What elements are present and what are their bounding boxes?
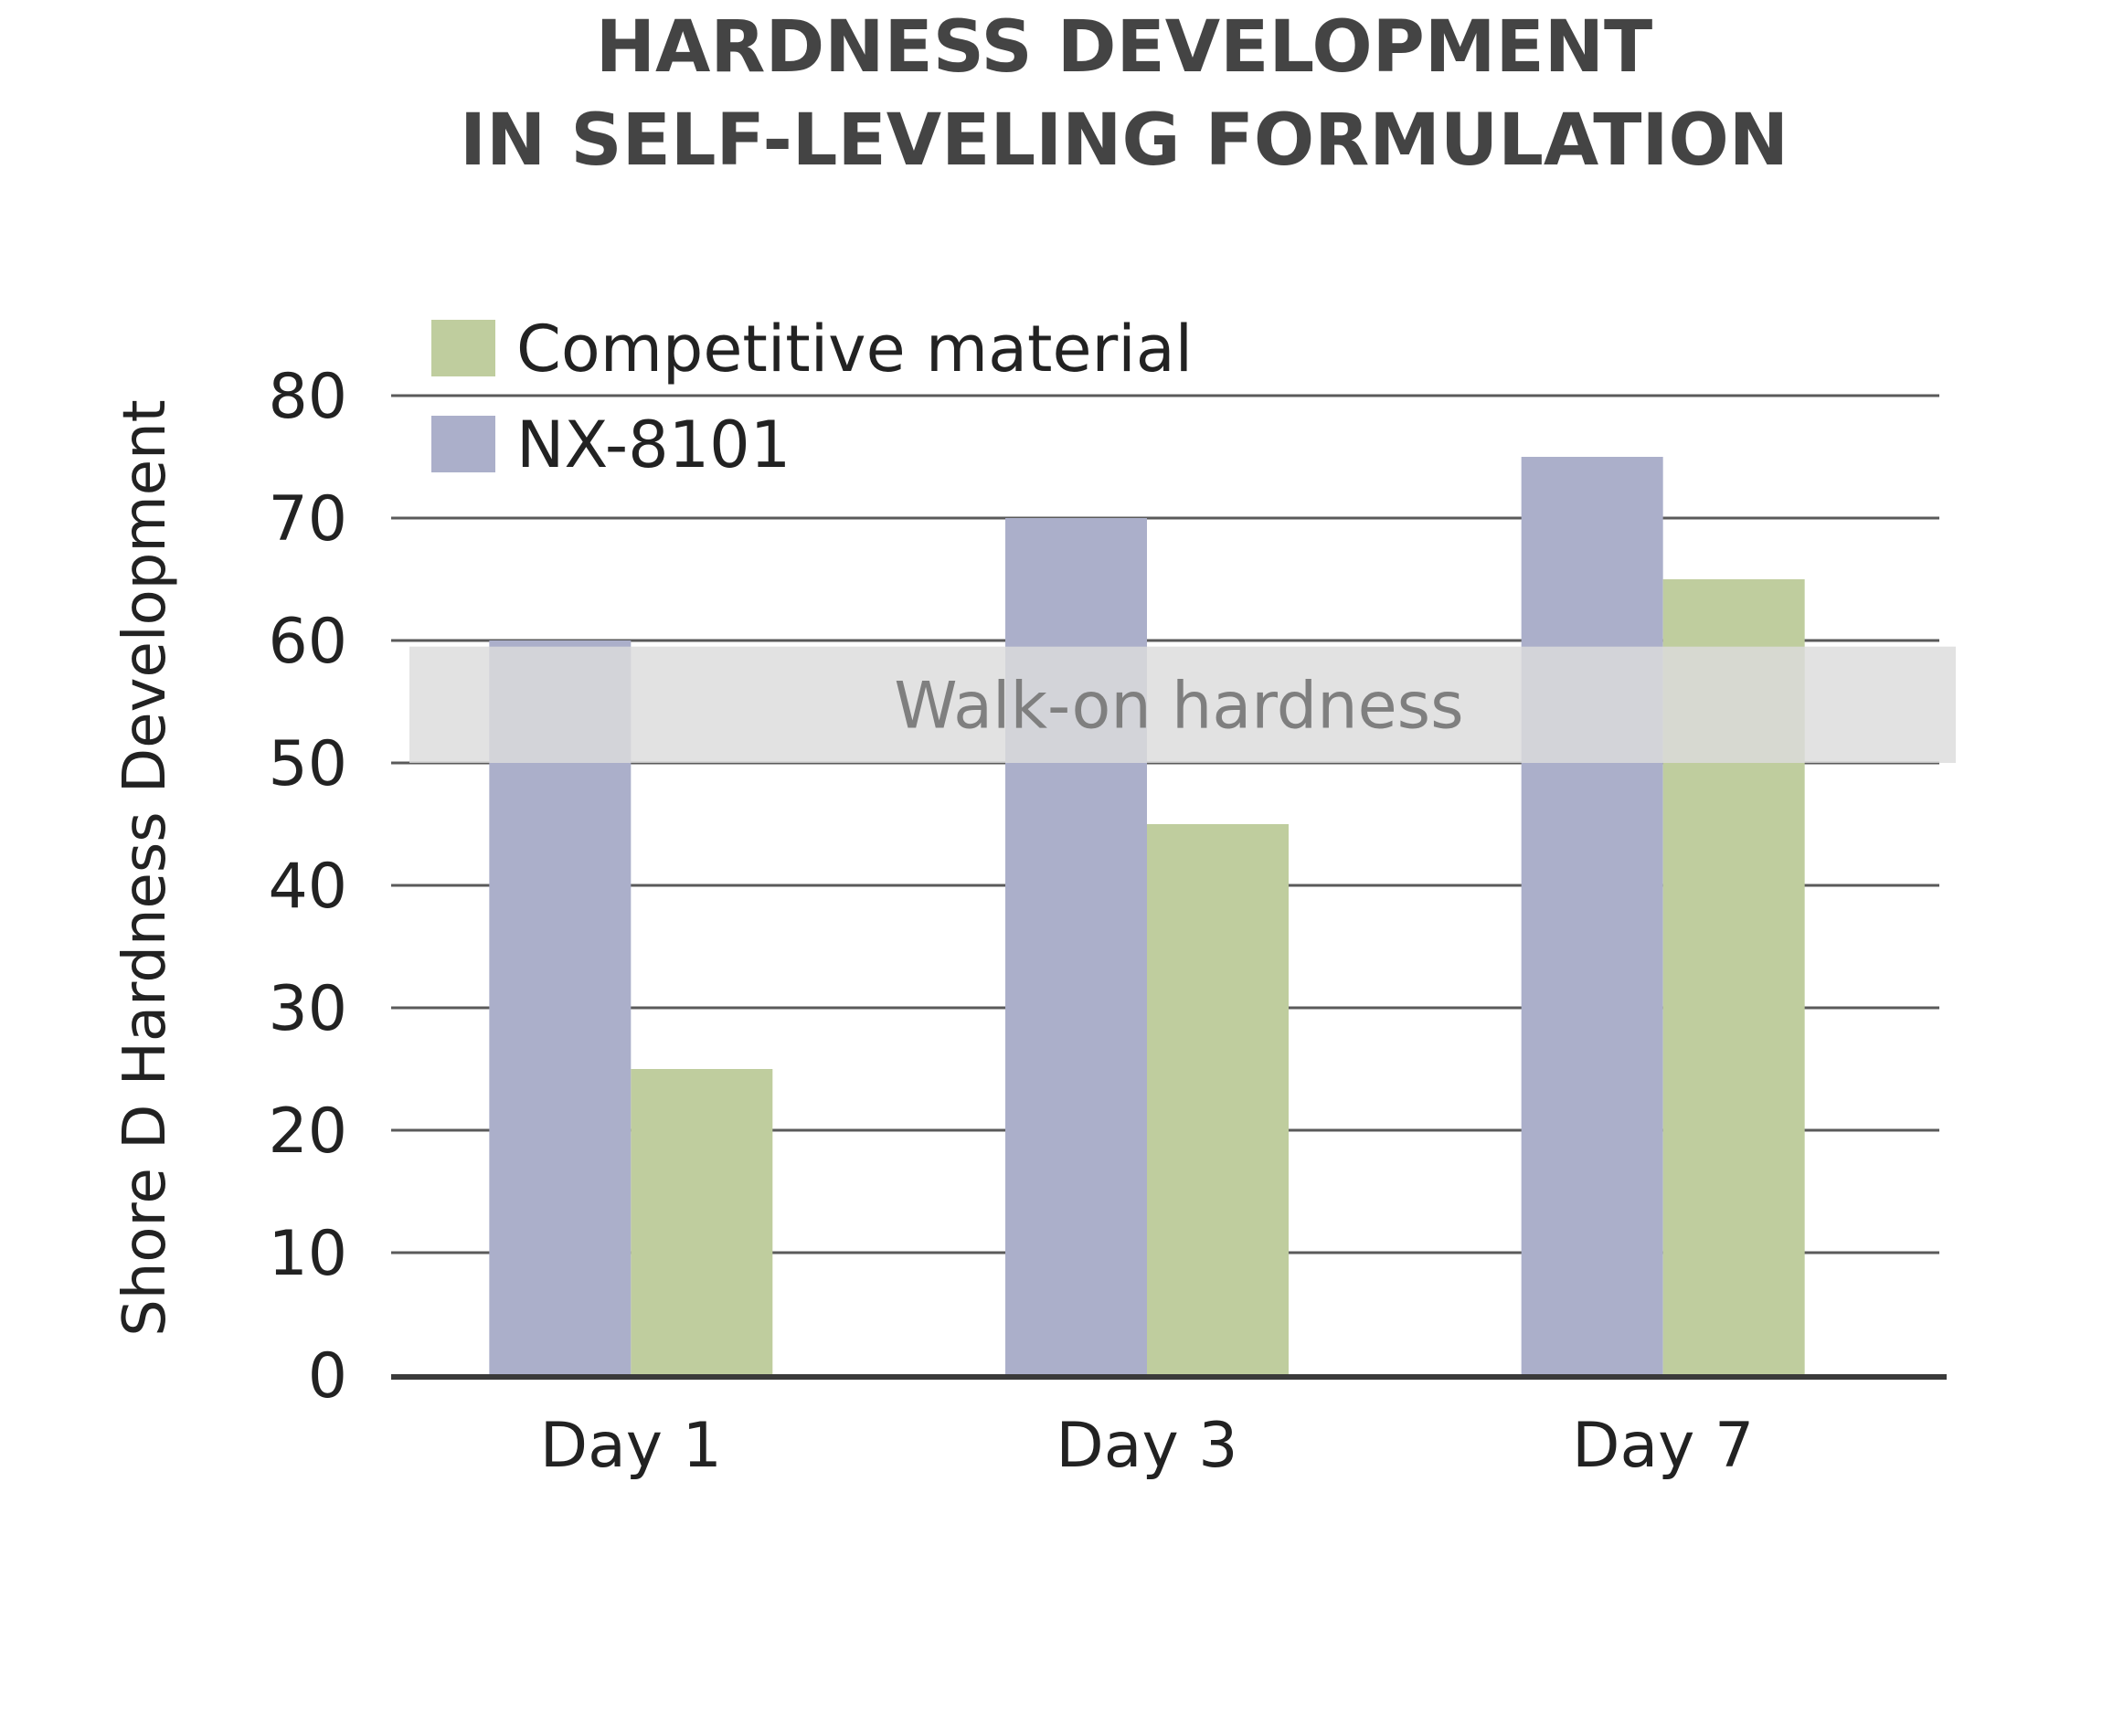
x-category-label: Day 3: [1056, 1410, 1237, 1482]
legend-swatch: [431, 320, 495, 376]
y-tick-labels: 0 10 20 30 40 50 60 70 80: [268, 361, 347, 1413]
bars: [489, 457, 1805, 1375]
y-axis-label: Shore D Hardness Development: [111, 399, 179, 1337]
chart-title-line-1: HARDNESS DEVELOPMENT: [596, 6, 1652, 89]
y-tick-label: 40: [268, 851, 347, 923]
y-tick-label: 50: [268, 728, 347, 800]
legend: Competitive material NX-8101: [431, 312, 1193, 482]
x-category-label: Day 7: [1572, 1410, 1754, 1482]
bar-competitive-material-day-1: [631, 1069, 773, 1375]
y-tick-label: 70: [268, 483, 347, 556]
y-tick-label: 0: [308, 1340, 347, 1413]
y-tick-label: 30: [268, 973, 347, 1045]
y-tick-label: 80: [268, 361, 347, 433]
bar-competitive-material-day-3: [1147, 824, 1289, 1375]
x-category-label: Day 1: [540, 1410, 722, 1482]
x-category-labels: Day 1 Day 3 Day 7: [540, 1410, 1754, 1482]
bar-nx-8101-day-7: [1521, 457, 1663, 1375]
walk-on-hardness-band: Walk-on hardness: [409, 646, 1956, 763]
legend-swatch: [431, 416, 495, 472]
y-tick-label: 20: [268, 1096, 347, 1168]
y-tick-label: 60: [268, 606, 347, 678]
walk-on-hardness-band-rect: [409, 646, 1956, 763]
chart-title-line-2: IN SELF-LEVELING FORMULATION: [460, 100, 1789, 182]
walk-on-hardness-label: Walk-on hardness: [894, 668, 1463, 743]
legend-label: NX-8101: [516, 408, 791, 482]
y-tick-label: 10: [268, 1218, 347, 1290]
legend-label: Competitive material: [516, 312, 1193, 386]
